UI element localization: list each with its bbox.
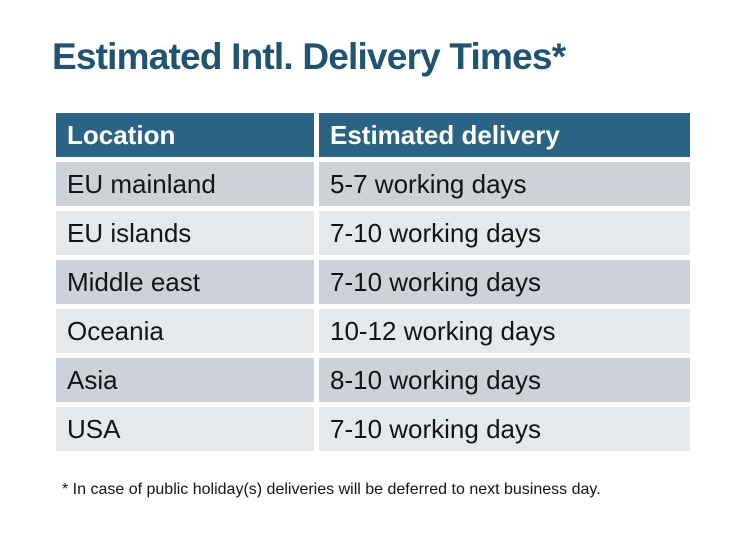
delivery-cell: 7-10 working days xyxy=(319,211,690,255)
delivery-cell: 7-10 working days xyxy=(319,407,690,451)
location-cell: Asia xyxy=(56,358,314,402)
location-cell: EU mainland xyxy=(56,162,314,206)
delivery-cell: 5-7 working days xyxy=(319,162,690,206)
delivery-cell: 10-12 working days xyxy=(319,309,690,353)
delivery-times-table: Location Estimated delivery EU mainland … xyxy=(56,113,690,451)
location-cell: Oceania xyxy=(56,309,314,353)
location-cell: Middle east xyxy=(56,260,314,304)
delivery-cell: 7-10 working days xyxy=(319,260,690,304)
delivery-cell: 8-10 working days xyxy=(319,358,690,402)
column-header-location: Location xyxy=(56,113,314,157)
location-cell: EU islands xyxy=(56,211,314,255)
page-title: Estimated Intl. Delivery Times* xyxy=(52,36,566,77)
column-header-estimated-delivery: Estimated delivery xyxy=(319,113,690,157)
location-cell: USA xyxy=(56,407,314,451)
footnote: * In case of public holiday(s) deliverie… xyxy=(62,481,601,498)
